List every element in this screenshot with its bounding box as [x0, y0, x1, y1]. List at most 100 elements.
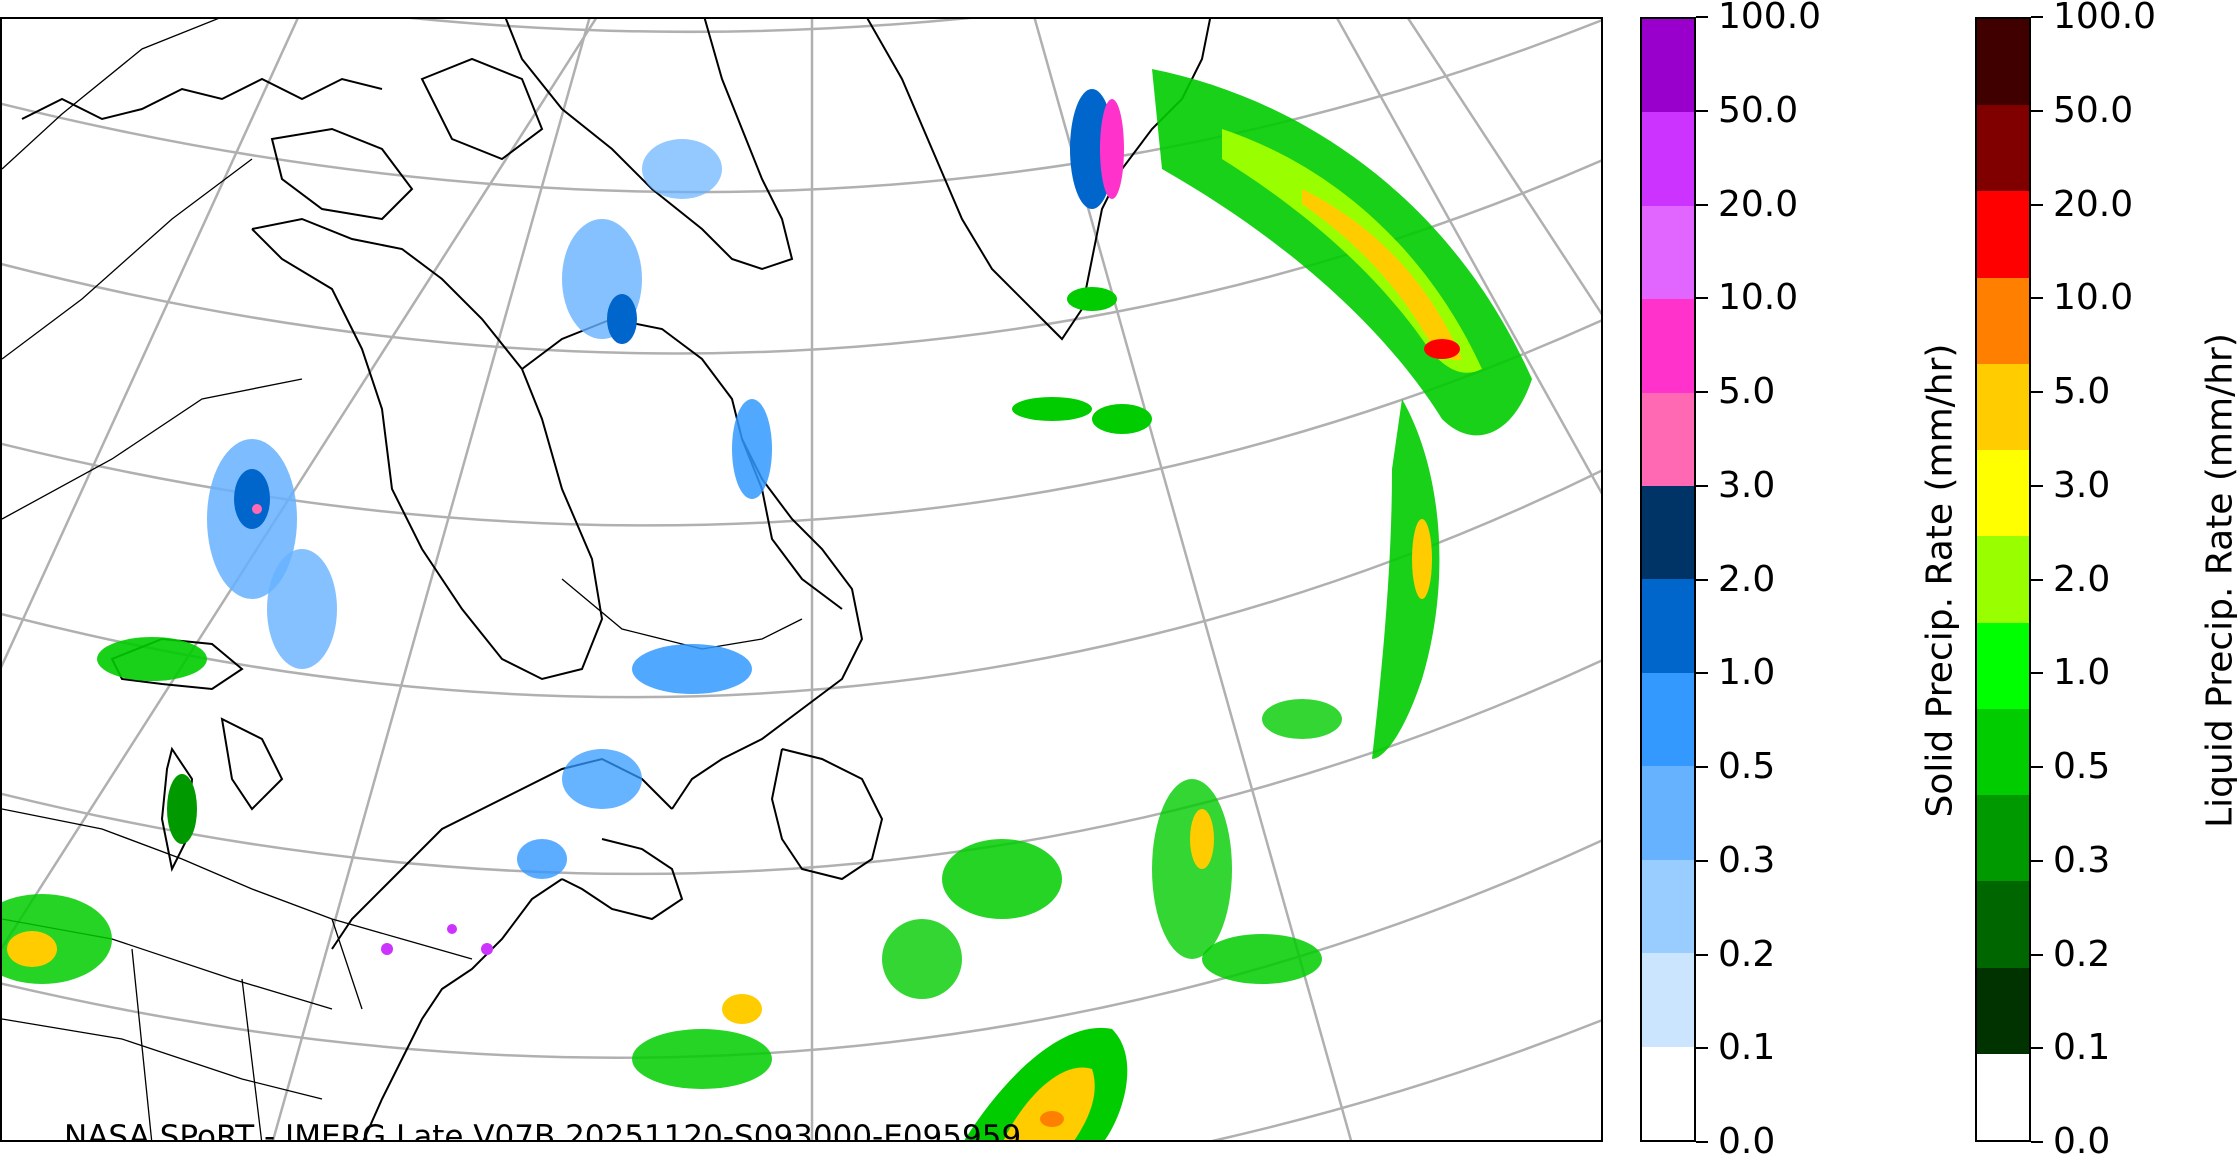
solid-tick-label: 0.2	[1718, 933, 1776, 975]
rain-area	[1092, 404, 1152, 434]
solid-tick-mark	[1696, 766, 1708, 768]
solid-precip-colorbar	[1640, 17, 1696, 1142]
solid-tick-mark	[1696, 672, 1708, 675]
liquid-tick-mark	[2031, 297, 2043, 300]
solid-color-segment	[1642, 672, 1694, 767]
snow-area	[381, 943, 393, 955]
solid-color-segment	[1642, 953, 1694, 1047]
graticule-meridian-line	[1336, 19, 1601, 495]
liquid-tick-label: 20.0	[2053, 183, 2134, 225]
liquid-color-segment	[1977, 795, 2029, 882]
rain-area	[1190, 809, 1214, 869]
map-canvas	[2, 19, 1601, 1140]
liquid-color-segment	[1977, 708, 2029, 796]
nova-scotia-coastline	[561, 838, 684, 921]
state-border	[131, 948, 153, 1140]
liquid-tick-mark	[2031, 203, 2043, 206]
snow-area	[267, 549, 337, 669]
solid-tick-mark	[1696, 859, 1708, 862]
province-border	[2, 378, 303, 520]
liquid-precip-colorbar-label: Liquid Precip. Rate (mm/hr)	[2199, 333, 2237, 828]
liquid-tick-label: 50.0	[2053, 89, 2134, 131]
province-border	[2, 158, 253, 360]
solid-tick-mark	[1696, 203, 1708, 206]
solid-color-segment	[1642, 112, 1694, 206]
snow-area	[607, 294, 637, 344]
rain-band	[1302, 189, 1462, 361]
liquid-tick-mark	[2031, 484, 2043, 487]
liquid-tick-label: 0.0	[2053, 1121, 2111, 1162]
rain-area	[1262, 699, 1342, 739]
solid-color-segment	[1642, 392, 1694, 487]
liquid-color-segment	[1977, 277, 2029, 364]
solid-tick-mark	[1696, 391, 1708, 393]
precipitation-map: NASA SPoRT - IMERG Late V07B 20251120-S0…	[0, 17, 1603, 1142]
international-border	[2, 808, 473, 960]
liquid-tick-label: 5.0	[2053, 371, 2111, 412]
snow-area	[642, 139, 722, 199]
solid-precipitation	[207, 89, 1124, 955]
newfoundland-coastline	[770, 748, 884, 881]
rain-band	[1372, 399, 1440, 759]
solid-color-segment	[1642, 18, 1694, 113]
greenland-coastline	[866, 19, 1212, 341]
arctic-islands-coastline	[420, 57, 544, 161]
coastlines	[21, 19, 1212, 1140]
liquid-color-segment	[1977, 967, 2029, 1054]
graticule-latitude-line	[1210, 1019, 1601, 1140]
liquid-color-segment	[1977, 536, 2029, 623]
solid-precip-colorbar-ticks: 0.0 0.1 0.2 0.3 0.5 1.0 2.0 3.0 5.0 10.0 20.0 50.0 1…	[1696, 0, 1821, 1162]
snow-area	[562, 749, 642, 809]
graticule-meridian-line	[271, 19, 591, 1140]
snow-area	[481, 943, 493, 955]
snow-area	[732, 399, 772, 499]
liquid-tick-label: 10.0	[2053, 277, 2134, 319]
solid-tick-label: 0.0	[1718, 1121, 1776, 1162]
baffin-island-coastline	[504, 19, 794, 271]
liquid-tick-mark	[2031, 578, 2043, 581]
liquid-precip-colorbar-ticks: 0.0 0.1 0.2 0.3 0.5 1.0 2.0 3.0 5.0 10.0 20.0 50.0 1…	[2031, 0, 2156, 1162]
rain-area	[722, 994, 762, 1024]
arctic-islands-coastline	[270, 127, 414, 221]
solid-tick-mark	[1696, 16, 1708, 18]
snow-area	[252, 504, 262, 514]
liquid-color-segment	[1977, 450, 2029, 537]
rain-band	[1003, 1067, 1095, 1140]
graticule-meridian-line	[1407, 19, 1601, 316]
liquid-tick-mark	[2031, 672, 2043, 675]
rain-area	[942, 839, 1062, 919]
rain-area	[7, 931, 57, 967]
rain-area	[97, 637, 207, 681]
graticule-latitude-line	[410, 19, 972, 34]
liquid-color-segment	[1977, 1053, 2029, 1140]
rain-area	[1067, 287, 1117, 311]
solid-color-segment	[1642, 859, 1694, 954]
liquid-tick-label: 100.0	[2053, 0, 2157, 37]
solid-tick-label: 5.0	[1718, 371, 1776, 412]
liquid-precipitation	[2, 69, 1532, 1140]
great-lakes-outline	[160, 746, 194, 873]
rain-core	[1424, 339, 1460, 359]
us-east-coastline	[362, 878, 563, 1140]
solid-tick-mark	[1696, 484, 1708, 487]
graticule-latitude-line	[2, 19, 1601, 194]
liquid-tick-mark	[2031, 391, 2043, 393]
solid-tick-label: 0.1	[1718, 1027, 1776, 1069]
rain-area	[882, 919, 962, 999]
solid-color-segment	[1642, 579, 1694, 673]
solid-tick-label: 1.0	[1718, 652, 1776, 694]
state-border	[241, 978, 263, 1140]
arctic-islands-coastline	[21, 77, 383, 121]
liquid-tick-label: 1.0	[2053, 652, 2111, 694]
solid-tick-mark	[1696, 297, 1708, 300]
rain-core	[1040, 1111, 1064, 1127]
liquid-tick-mark	[2031, 109, 2043, 112]
state-border	[2, 1018, 323, 1100]
solid-tick-label: 0.5	[1718, 746, 1776, 787]
liquid-tick-mark	[2031, 16, 2043, 18]
solid-tick-mark	[1696, 953, 1708, 956]
credit-label: NASA SPoRT - IMERG Late V07B 20251120-S0…	[64, 1119, 1022, 1142]
solid-tick-mark	[1696, 1047, 1708, 1050]
solid-tick-label: 0.3	[1718, 839, 1776, 881]
solid-tick-label: 20.0	[1718, 183, 1799, 225]
